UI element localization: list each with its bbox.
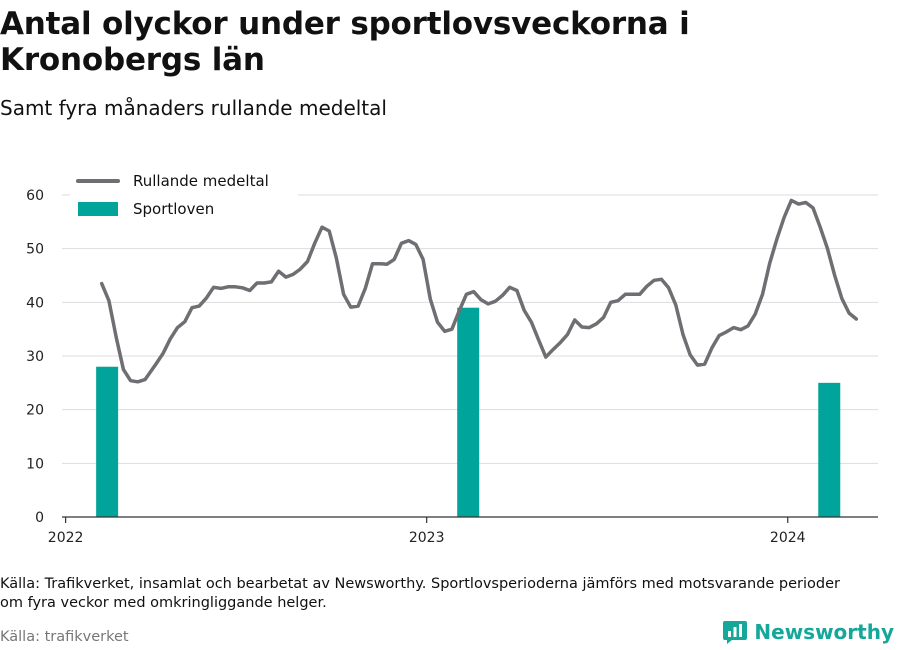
brand-logo[interactable]: Newsworthy: [722, 619, 894, 645]
y-tick-label: 20: [26, 403, 44, 419]
legend: Rullande medeltal Sportloven: [70, 168, 298, 224]
sportlov-bar: [818, 382, 841, 517]
chart-subtitle: Samt fyra månaders rullande medeltal: [0, 96, 387, 120]
y-tick-label: 30: [26, 349, 44, 365]
x-tick-label: 2023: [409, 530, 445, 546]
y-tick-label: 0: [35, 510, 44, 526]
bar-chart-speech-bubble-icon: [723, 621, 748, 644]
y-tick-label: 50: [26, 242, 44, 258]
legend-bar-swatch: [78, 202, 118, 216]
chart-area: 0 10 20 30 40 50 60 2022 2023 2024 Rullande mede…: [26, 168, 878, 546]
line-series: [99, 198, 859, 384]
rolling-average-line: [99, 198, 859, 384]
y-tick-label: 40: [26, 295, 44, 311]
legend-label: Rullande medeltal: [133, 172, 269, 190]
x-axis: 2022 2023 2024: [48, 516, 878, 546]
source-text: Källa: trafikverket: [0, 629, 129, 645]
sportlov-bar: [457, 307, 480, 517]
y-tick-label: 60: [26, 188, 44, 204]
y-axis: 0 10 20 30 40 50 60: [26, 188, 44, 526]
brand-name: Newsworthy: [754, 620, 894, 644]
chart-title: Antal olyckor under sportlovsveckorna i …: [0, 6, 690, 78]
legend-label: Sportloven: [133, 200, 214, 218]
footnote: Källa: Trafikverket, insamlat och bearbe…: [0, 576, 841, 611]
y-tick-label: 10: [26, 456, 44, 472]
bar-series: [96, 307, 841, 517]
sportlov-bar: [96, 366, 119, 517]
x-tick-label: 2022: [48, 530, 84, 546]
x-tick-label: 2024: [770, 530, 806, 546]
